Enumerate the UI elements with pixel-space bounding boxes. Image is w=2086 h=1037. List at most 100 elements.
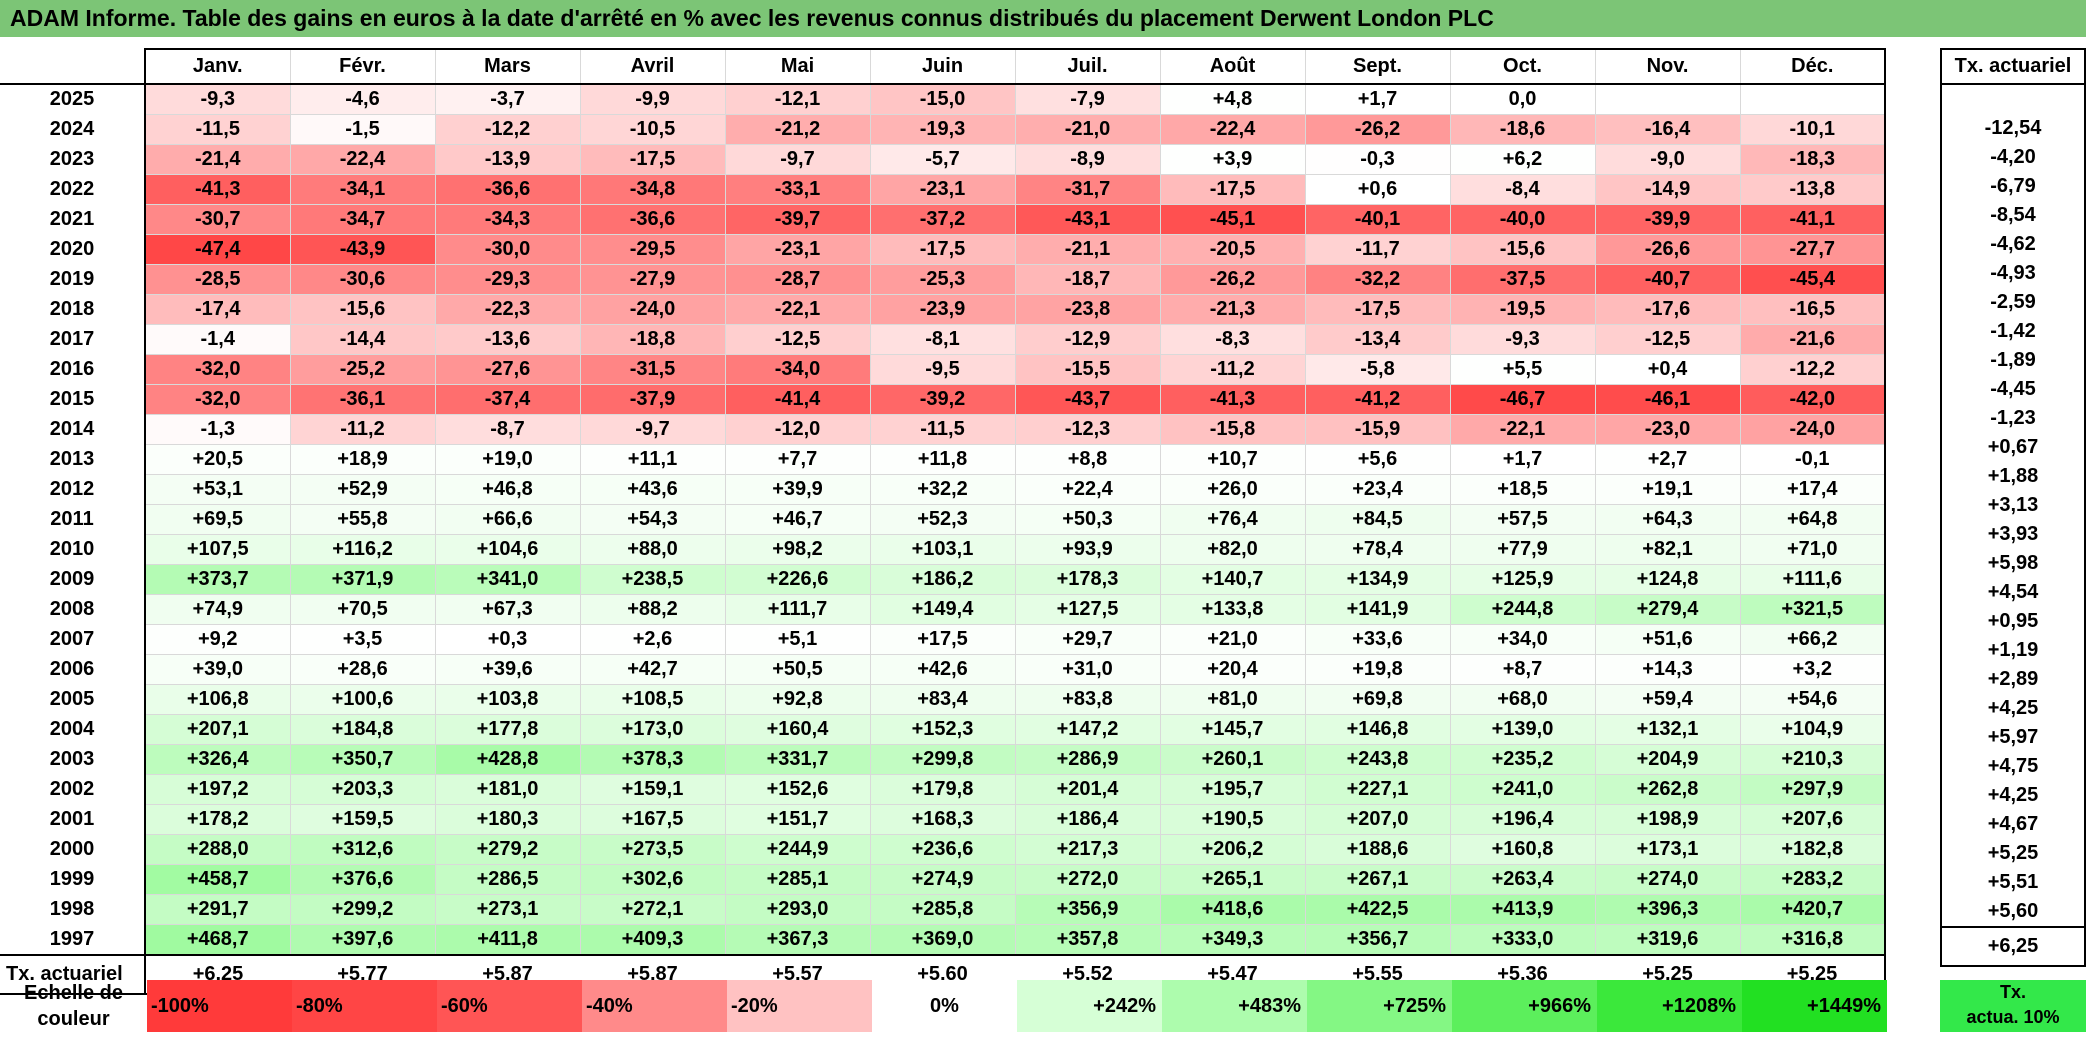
- month-header: Avril: [580, 48, 726, 85]
- gain-cell: +321,5: [1740, 594, 1886, 625]
- gain-cell: -21,2: [725, 114, 871, 145]
- gain-cell: +178,2: [145, 804, 291, 835]
- yearly-actuarial-cell: +4,54: [1940, 578, 2086, 607]
- gain-cell: -0,3: [1305, 144, 1451, 175]
- gain-cell: -39,7: [725, 204, 871, 235]
- table-row: 2014 -1,3 -11,2 -8,7 -9,7 -12,0 -11,5 -12,3 -15,…: [0, 414, 1886, 445]
- gain-cell: +4,8: [1160, 84, 1306, 115]
- gain-cell: +17,4: [1740, 474, 1886, 505]
- gain-cell: +236,6: [870, 834, 1016, 865]
- gain-cell: +23,4: [1305, 474, 1451, 505]
- color-scale-label: Echelle de couleur: [24, 982, 123, 1030]
- gain-cell: +14,3: [1595, 654, 1741, 685]
- gain-cell: +67,3: [435, 594, 581, 625]
- gain-cell: +188,6: [1305, 834, 1451, 865]
- gain-cell: -34,1: [290, 174, 436, 205]
- actuarial-header: Tx. actuariel: [1940, 48, 2086, 85]
- gain-cell: +81,0: [1160, 684, 1306, 715]
- gain-cell: +159,1: [580, 774, 726, 805]
- year-cell: 2024: [0, 114, 146, 145]
- gain-cell: +260,1: [1160, 744, 1306, 775]
- gain-cell: +279,4: [1595, 594, 1741, 625]
- gain-cell: +1,7: [1305, 84, 1451, 115]
- gain-cell: -41,3: [1160, 384, 1306, 415]
- year-cell: 2002: [0, 774, 146, 805]
- gain-cell: +356,9: [1015, 894, 1161, 925]
- table-row: 2004 +207,1 +184,8 +177,8 +173,0 +160,4 +152,3…: [0, 714, 1886, 745]
- gain-cell: -33,1: [725, 174, 871, 205]
- gain-cell: +299,8: [870, 744, 1016, 775]
- table-row: 2016 -32,0 -25,2 -27,6 -31,5 -34,0 -9,5 -15,5 -1…: [0, 354, 1886, 385]
- gain-cell: -17,5: [580, 144, 726, 175]
- year-cell: 1999: [0, 864, 146, 895]
- gain-cell: -41,4: [725, 384, 871, 415]
- gain-cell: +168,3: [870, 804, 1016, 835]
- gain-cell: +0,3: [435, 624, 581, 655]
- gain-cell: -23,0: [1595, 414, 1741, 445]
- gain-cell: -37,5: [1450, 264, 1596, 295]
- gain-cell: -21,3: [1160, 294, 1306, 325]
- gain-cell: -22,1: [1450, 414, 1596, 445]
- gain-cell: +226,6: [725, 564, 871, 595]
- gain-cell: -11,5: [870, 414, 1016, 445]
- year-cell: 2006: [0, 654, 146, 685]
- gain-cell: +198,9: [1595, 804, 1741, 835]
- gain-cell: +349,3: [1160, 924, 1306, 956]
- gain-cell: +272,1: [580, 894, 726, 925]
- gain-cell: +0,4: [1595, 354, 1741, 385]
- table-row: 2015 -32,0 -36,1 -37,4 -37,9 -41,4 -39,2 -43,7-…: [0, 384, 1886, 415]
- gain-cell: +173,0: [580, 714, 726, 745]
- gain-cell: +103,1: [870, 534, 1016, 565]
- gain-cell: -22,1: [725, 294, 871, 325]
- gain-cell: -7,9: [1015, 84, 1161, 115]
- gain-cell: +3,9: [1160, 144, 1306, 175]
- year-cell: 2018: [0, 294, 146, 325]
- totals-label: Tx. actuariel: [0, 955, 146, 995]
- yearly-actuarial-cell: +5,51: [1940, 868, 2086, 897]
- gain-cell: -24,0: [580, 294, 726, 325]
- gain-cell: -8,7: [435, 414, 581, 445]
- gain-cell: +152,3: [870, 714, 1016, 745]
- gain-cell: -29,5: [580, 234, 726, 265]
- gain-cell: -23,9: [870, 294, 1016, 325]
- gain-cell: -8,3: [1160, 324, 1306, 355]
- gain-cell: +127,5: [1015, 594, 1161, 625]
- gain-cell: +125,9: [1450, 564, 1596, 595]
- gain-cell: +178,3: [1015, 564, 1161, 595]
- gain-cell: +207,1: [145, 714, 291, 745]
- gain-cell: -13,8: [1740, 174, 1886, 205]
- gain-cell: +19,1: [1595, 474, 1741, 505]
- gain-cell: -43,1: [1015, 204, 1161, 235]
- gain-cell: +173,1: [1595, 834, 1741, 865]
- gain-cell: -12,5: [1595, 324, 1741, 355]
- table-row: 1997 +468,7 +397,6 +411,8 +409,3 +367,3 +369,0…: [0, 924, 1886, 956]
- legend-swatch: +725%: [1307, 980, 1452, 1032]
- gain-cell: +418,6: [1160, 894, 1306, 925]
- gain-cell: +279,2: [435, 834, 581, 865]
- gain-cell: +17,5: [870, 624, 1016, 655]
- table-row: 2006 +39,0 +28,6 +39,6 +42,7 +50,5 +42,6 +31,0 +…: [0, 654, 1886, 685]
- gain-cell: -10,5: [580, 114, 726, 145]
- gain-cell: +274,9: [870, 864, 1016, 895]
- gain-cell: +20,5: [145, 444, 291, 475]
- gain-cell: -0,1: [1740, 444, 1886, 475]
- gain-cell: -10,1: [1740, 114, 1886, 145]
- gain-cell: +83,8: [1015, 684, 1161, 715]
- yearly-actuarial-cell: [1940, 84, 2086, 114]
- gain-cell: -1,4: [145, 324, 291, 355]
- gain-cell: +263,4: [1450, 864, 1596, 895]
- gain-cell: +116,2: [290, 534, 436, 565]
- gain-cell: +3,5: [290, 624, 436, 655]
- yearly-actuarial-cell: -1,89: [1940, 346, 2086, 375]
- legend-swatch: +242%: [1017, 980, 1162, 1032]
- legend-swatch: -40%: [582, 980, 727, 1032]
- gain-cell: +272,0: [1015, 864, 1161, 895]
- yearly-actuarial-cell: +4,67: [1940, 810, 2086, 839]
- legend-swatch: -100%: [147, 980, 292, 1032]
- gain-cell: +5,1: [725, 624, 871, 655]
- legend-actuarial-swatch: Tx. actua. 10%: [1940, 980, 2086, 1032]
- gain-cell: -9,3: [145, 84, 291, 115]
- gain-cell: -21,1: [1015, 234, 1161, 265]
- gain-cell: -11,2: [290, 414, 436, 445]
- gain-cell: +291,7: [145, 894, 291, 925]
